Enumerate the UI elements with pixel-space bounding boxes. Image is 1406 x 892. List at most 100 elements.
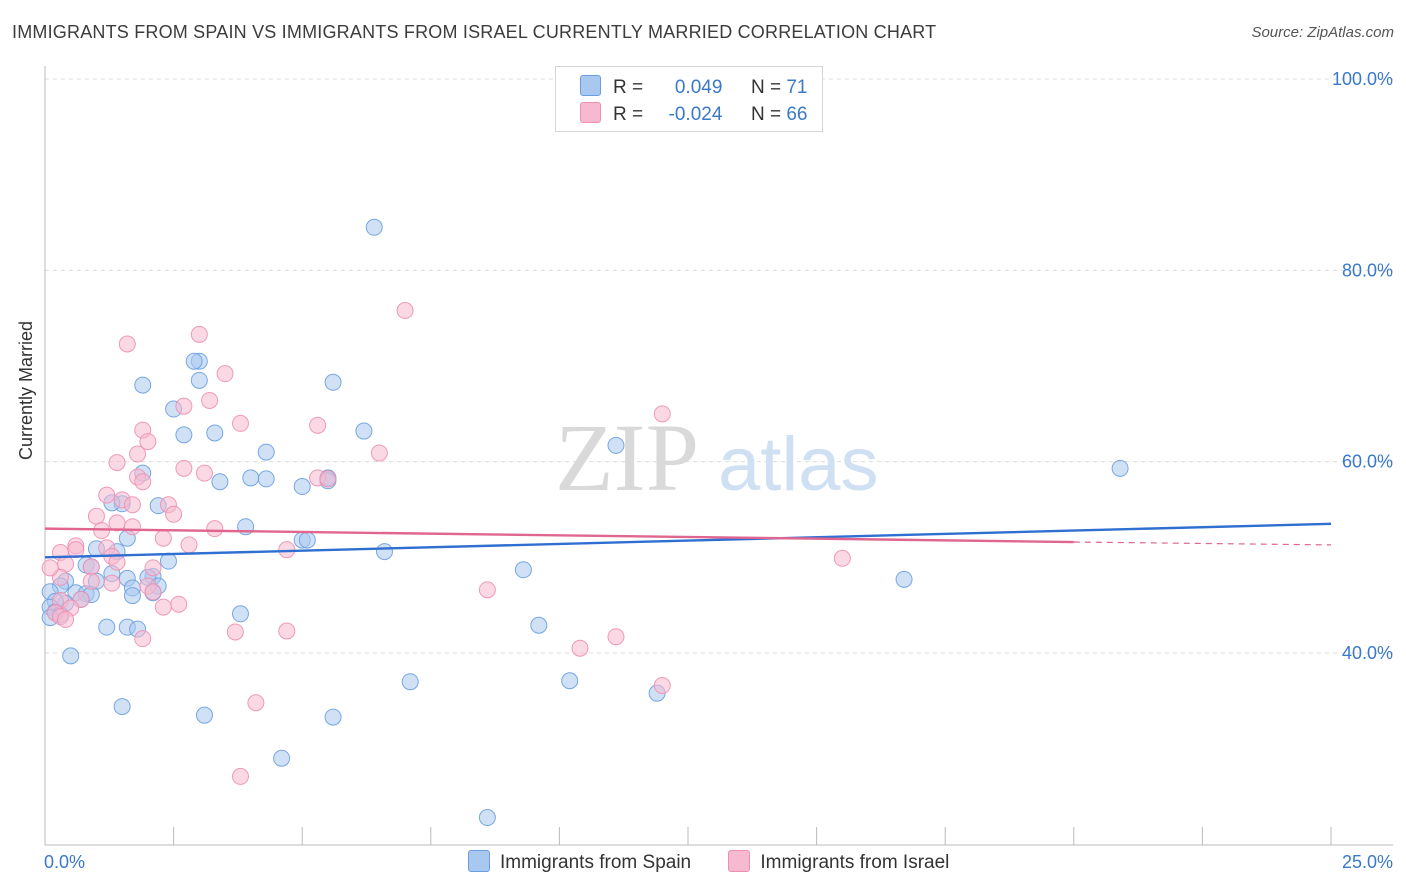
watermark-zip: ZIP <box>555 404 699 511</box>
data-point-israel <box>175 397 193 415</box>
data-point-spain <box>561 672 579 690</box>
data-point-israel <box>231 767 249 785</box>
data-point-israel <box>226 623 244 641</box>
data-point-spain <box>257 443 275 461</box>
data-point-spain <box>895 570 913 588</box>
y-tick-label: 100.0% <box>1332 69 1393 89</box>
data-point-israel <box>571 639 589 657</box>
data-point-spain <box>185 352 203 370</box>
data-point-israel <box>144 583 162 601</box>
data-point-spain <box>355 422 373 440</box>
y-tick-label: 60.0% <box>1342 452 1393 472</box>
data-point-spain <box>401 673 419 691</box>
trend-lines <box>44 522 1332 559</box>
data-point-spain <box>1111 459 1129 477</box>
data-point-spain <box>134 376 152 394</box>
data-point-israel <box>123 518 141 536</box>
data-point-spain <box>242 469 260 487</box>
r-value: 0.049 <box>674 77 723 98</box>
data-point-israel <box>87 507 105 525</box>
stats-row-israel: R = -0.024 N = 66 <box>580 102 807 128</box>
data-point-israel <box>180 536 198 554</box>
x-tick-label-min: 0.0% <box>44 852 86 872</box>
data-point-israel <box>139 433 157 451</box>
data-point-israel <box>370 444 388 462</box>
data-point-israel <box>170 595 188 613</box>
data-point-spain <box>376 543 394 561</box>
data-point-israel <box>123 496 141 514</box>
data-point-israel <box>41 559 59 577</box>
axes <box>44 66 1393 846</box>
data-point-israel <box>195 464 213 482</box>
n-label: N = <box>750 77 782 98</box>
data-point-israel <box>129 445 147 463</box>
data-point-spain <box>195 706 213 724</box>
y-tick-label: 80.0% <box>1342 260 1393 280</box>
data-point-israel <box>396 302 414 320</box>
data-point-israel <box>82 558 100 576</box>
data-point-spain <box>175 426 193 444</box>
data-point-spain <box>530 616 548 634</box>
data-point-israel <box>833 549 851 567</box>
n-label: N = <box>750 104 782 125</box>
data-point-israel <box>278 622 296 640</box>
legend-label: Immigrants from Spain <box>500 852 692 873</box>
data-point-spain <box>257 470 275 488</box>
trend-line-spain <box>44 522 1332 559</box>
data-point-spain <box>231 605 249 623</box>
r-value: -0.024 <box>668 104 723 125</box>
data-point-spain <box>514 561 532 579</box>
legend-label: Immigrants from Israel <box>760 852 950 873</box>
n-value: 71 <box>786 77 808 98</box>
data-point-israel <box>309 416 327 434</box>
data-point-israel <box>478 581 496 599</box>
data-point-israel <box>201 391 219 409</box>
data-point-israel <box>175 459 193 477</box>
data-point-israel <box>98 486 116 504</box>
data-point-israel <box>57 611 75 629</box>
data-point-spain <box>324 708 342 726</box>
source-label: Source: ZipAtlas.com <box>1251 24 1394 41</box>
series-legend: Immigrants from Spain Immigrants from Is… <box>468 850 981 874</box>
r-label: R = <box>613 104 644 125</box>
n-value: 66 <box>786 104 808 125</box>
data-point-israel <box>144 559 162 577</box>
data-point-israel <box>653 405 671 423</box>
data-point-israel <box>108 454 126 472</box>
data-point-spain <box>607 436 625 454</box>
data-point-israel <box>82 572 100 590</box>
data-point-israel <box>231 414 249 432</box>
data-point-israel <box>216 365 234 383</box>
data-point-spain <box>298 531 316 549</box>
data-point-israel <box>190 325 208 343</box>
data-point-spain <box>324 373 342 391</box>
watermark-atlas: atlas <box>718 422 879 507</box>
legend-item-spain[interactable]: Immigrants from Spain <box>468 850 691 874</box>
data-point-israel <box>607 628 625 646</box>
watermark: ZIP atlas <box>555 404 879 511</box>
data-point-spain <box>98 618 116 636</box>
swatch-israel <box>580 102 601 123</box>
data-point-spain <box>113 698 131 716</box>
data-point-israel <box>154 529 172 547</box>
data-point-spain <box>293 478 311 496</box>
chart-title: IMMIGRANTS FROM SPAIN VS IMMIGRANTS FROM… <box>12 22 937 42</box>
stats-row-spain: R = 0.049 N = 71 <box>580 75 807 101</box>
data-point-spain <box>62 647 80 665</box>
data-point-spain <box>365 218 383 236</box>
swatch-israel <box>728 850 751 872</box>
data-point-spain <box>123 587 141 605</box>
data-point-israel <box>206 520 224 538</box>
data-point-spain <box>273 749 291 767</box>
data-point-israel <box>278 541 296 559</box>
data-point-spain <box>190 371 208 389</box>
data-point-israel <box>103 574 121 592</box>
data-point-israel <box>134 630 152 648</box>
legend-item-israel[interactable]: Immigrants from Israel <box>728 850 949 874</box>
swatch-spain <box>468 850 490 872</box>
stats-legend: R = 0.049 N = 71 R = -0.024 N = 66 <box>555 66 823 132</box>
swatch-spain <box>580 75 601 96</box>
y-tick-labels: 40.0% 60.0% 80.0% 100.0% <box>1332 69 1393 663</box>
data-point-israel <box>165 505 183 523</box>
